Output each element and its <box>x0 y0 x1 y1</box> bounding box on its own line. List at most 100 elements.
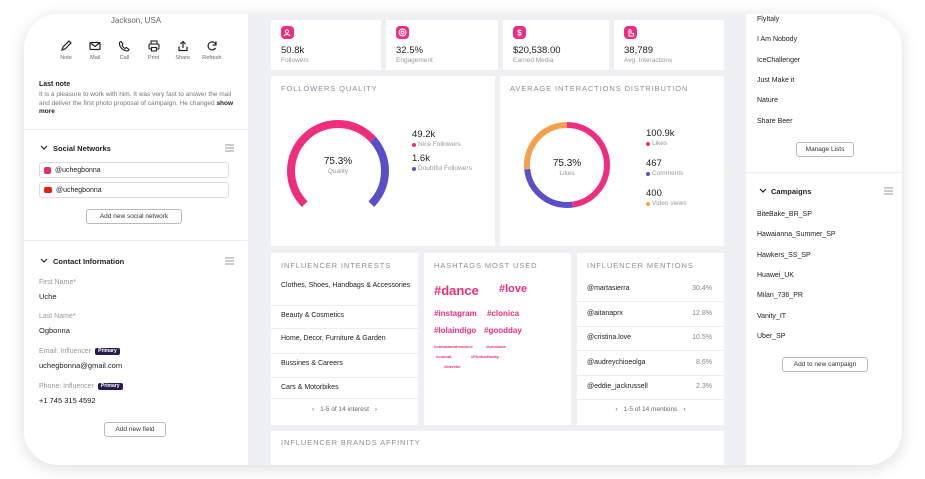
stat-card-avg-interactions: 38,789 Avg. Interactions <box>614 20 724 70</box>
campaigns-title: Campaigns <box>771 186 812 196</box>
stat-card-engagement: 32.5% Engagement <box>386 20 498 70</box>
chevron-right-icon[interactable]: › <box>683 406 686 413</box>
chevron-right-icon[interactable]: › <box>374 406 378 413</box>
hashtag[interactable]: #traveler <box>444 364 461 369</box>
campaign-item[interactable]: Milan_736_PR <box>757 292 803 300</box>
show-more-link[interactable]: show more <box>39 99 234 116</box>
list-item[interactable]: IceChallenger <box>757 56 801 64</box>
interest-item[interactable]: Home, Decor, Furniture & Garden <box>281 335 386 342</box>
views-arc <box>524 122 610 208</box>
followers-quality-card: Followers Quality 75.3% Quality 49.2k Ni… <box>271 76 495 246</box>
share-action-button[interactable]: Share <box>171 40 195 61</box>
mention-handle: @martasierra <box>587 285 630 292</box>
hashtag[interactable]: #clonica <box>487 309 520 318</box>
add-to-campaign-button[interactable]: Add to new campaign <box>782 357 868 372</box>
interest-item[interactable]: Clothes, Shoes, Handbags & Accessories <box>281 282 411 289</box>
hashtag[interactable]: #lolaindigo <box>434 326 477 335</box>
comments-legend: Comments <box>646 170 683 177</box>
list-item[interactable]: FlyItaly <box>757 16 780 23</box>
list-item[interactable]: Nature <box>757 97 779 105</box>
print-icon <box>148 40 160 52</box>
mentions-title: Influencer Mentions <box>587 261 694 270</box>
menu-icon[interactable] <box>225 139 234 157</box>
mail-action-button[interactable]: Mail <box>83 40 107 61</box>
instagram-icon <box>44 166 51 174</box>
add-social-network-button[interactable]: Add new social network <box>86 209 182 224</box>
likes-legend: Likes <box>646 140 667 147</box>
hand-icon <box>624 26 637 39</box>
comments-arc <box>524 122 610 208</box>
interest-item[interactable]: Bussines & Careers <box>281 360 343 367</box>
chevron-left-icon[interactable]: ‹ <box>311 406 315 413</box>
dollar-icon: $ <box>513 26 526 39</box>
phone-value[interactable]: +1 745 315 4592 <box>39 396 96 405</box>
nice-followers-legend: Nice Followers <box>412 141 461 148</box>
interest-item[interactable]: Beauty & Cosmetics <box>281 312 345 319</box>
youtube-account-field[interactable]: @uchegbonna <box>39 182 229 198</box>
hashtag[interactable]: #tunosabe <box>486 344 507 349</box>
campaigns-header[interactable]: Campaigns <box>758 182 893 200</box>
note-action-button[interactable]: Note <box>54 40 78 61</box>
email-label-row: Email: Influencer Primary <box>39 348 120 355</box>
mention-row[interactable]: @audreychioeolga 8.6% <box>587 359 712 366</box>
campaign-item[interactable]: Uber_SP <box>757 332 786 340</box>
social-networks-header[interactable]: Social Networks <box>39 139 234 157</box>
contact-information-header[interactable]: Contact Information <box>39 252 234 270</box>
campaign-item[interactable]: BiteBake_BR_SP <box>757 211 812 218</box>
hashtag[interactable]: #cartasaandreaonce <box>434 344 473 349</box>
last-name-value[interactable]: Ogbonna <box>39 326 70 335</box>
stat-label: Earned Media <box>513 57 554 64</box>
mention-row[interactable]: @cristina.love 10.5% <box>587 334 712 341</box>
list-item[interactable]: I Am Nobody <box>757 36 798 44</box>
refresh-action-button[interactable]: Refresh <box>200 40 224 61</box>
print-action-button[interactable]: Print <box>142 40 166 61</box>
mention-handle: @cristina.love <box>587 334 632 341</box>
list-item[interactable]: Just Make it <box>757 76 795 84</box>
menu-icon[interactable] <box>225 252 234 270</box>
campaign-item[interactable]: Huawei_UK <box>757 271 794 279</box>
add-new-field-button[interactable]: Add new field <box>104 422 166 437</box>
chevron-left-icon[interactable]: ‹ <box>615 406 618 413</box>
hashtag[interactable]: #cunoat <box>436 354 452 359</box>
interactions-distribution-card: Average Interactions Distribution 75.3% … <box>500 76 724 246</box>
legend-dot <box>646 171 650 176</box>
hashtag[interactable]: #instagram <box>434 309 477 318</box>
manage-lists-button[interactable]: Manage Lists <box>796 142 854 157</box>
email-value[interactable]: uchegbonna@gmail.com <box>39 361 123 370</box>
mention-row[interactable]: @eddie_jackrussell 2.3% <box>587 383 712 390</box>
mention-row[interactable]: @martasierra 30.4% <box>587 285 712 292</box>
menu-icon[interactable] <box>884 182 893 200</box>
first-name-value[interactable]: Uche <box>39 292 57 301</box>
lists-sidebar: FlyItaly I Am Nobody IceChallenger Just Mak… <box>746 14 902 465</box>
comments-value: 467 <box>646 158 662 169</box>
hashtag[interactable]: #Photooftoday <box>471 354 499 359</box>
stat-value: 50.8k <box>281 45 305 56</box>
campaign-item[interactable]: Vanity_IT <box>757 312 787 320</box>
stat-card-followers: 50.8k Followers <box>271 20 381 70</box>
list-item[interactable]: Share Beer <box>757 117 793 125</box>
hashtag[interactable]: #love <box>499 283 528 295</box>
doubtful-followers-value: 1.6k <box>412 153 430 164</box>
instagram-account-field[interactable]: @uchegbonna <box>39 162 229 178</box>
last-name-label: Last Name* <box>39 313 76 320</box>
interests-pager: ‹ 1-5 of 14 interest › <box>271 406 418 413</box>
legend-dot <box>646 141 650 146</box>
followers-quality-title: Followers Quality <box>281 84 378 93</box>
mention-row[interactable]: @aitanaprx 12.8% <box>587 310 712 317</box>
interest-item[interactable]: Cars & Motorbikes <box>281 384 339 391</box>
call-action-button[interactable]: Call <box>112 40 136 61</box>
views-value: 400 <box>646 188 662 199</box>
phone-label-row: Phone: Influencer Primary <box>39 383 123 390</box>
target-icon <box>396 26 409 39</box>
hashtag[interactable]: #dance <box>434 283 479 298</box>
action-label: Refresh <box>202 55 222 61</box>
legend-dot <box>412 142 416 147</box>
profile-sidebar: Jackson, USA Note Mail Call Print Share Refre… <box>24 14 248 465</box>
mention-percent: 10.5% <box>692 334 712 341</box>
hashtag[interactable]: #goodday <box>484 326 522 335</box>
stat-label: Engagement <box>396 57 433 64</box>
interactions-title: Average Interactions Distribution <box>510 84 689 93</box>
social-networks-title: Social Networks <box>53 143 111 153</box>
campaign-item[interactable]: Hawaianna_Summer_SP <box>757 231 836 239</box>
campaign-item[interactable]: Hawkers_SS_SP <box>757 251 811 259</box>
